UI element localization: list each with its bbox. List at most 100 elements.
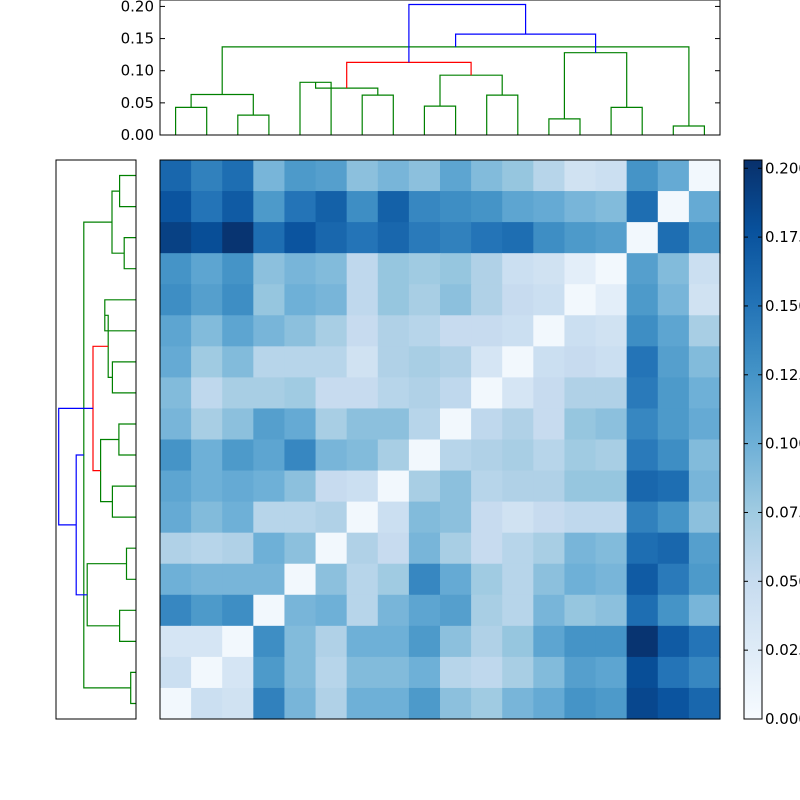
heatmap-cell	[626, 253, 659, 285]
heatmap-cell	[160, 377, 192, 410]
heatmap-cell	[346, 594, 379, 627]
heatmap-cell	[253, 532, 286, 565]
heatmap-cell	[688, 687, 721, 720]
heatmap-cell	[440, 594, 472, 627]
heatmap-cell	[160, 253, 192, 285]
heatmap-cell	[346, 439, 379, 472]
heatmap-cell	[191, 253, 223, 285]
heatmap-cell	[564, 687, 597, 720]
heatmap-cell	[533, 408, 566, 441]
heatmap-cell	[222, 284, 254, 316]
heatmap-cell	[440, 222, 472, 254]
heatmap-cell	[502, 346, 534, 378]
heatmap-cell	[533, 687, 566, 720]
heatmap-cell	[626, 532, 659, 565]
heatmap-cell	[564, 563, 597, 596]
heatmap-cell	[595, 191, 628, 223]
heatmap-cell	[471, 532, 503, 565]
heatmap-cell	[377, 439, 410, 472]
heatmap-cell	[626, 687, 659, 720]
heatmap-cell	[502, 687, 534, 720]
heatmap-cell	[626, 160, 659, 192]
heatmap-cell	[284, 563, 317, 596]
heatmap-cell	[440, 284, 472, 316]
heatmap-cell	[315, 439, 348, 472]
heatmap-cell	[657, 315, 690, 347]
heatmap-cell	[346, 222, 379, 254]
heatmap-cell	[595, 439, 628, 472]
heatmap-cell	[160, 346, 192, 378]
heatmap-cell	[408, 222, 441, 254]
heatmap-cell	[688, 439, 721, 472]
heatmap-cell	[222, 687, 254, 720]
heatmap-cell	[657, 470, 690, 503]
heatmap-cell	[377, 625, 410, 658]
heatmap-cell	[533, 160, 566, 192]
heatmap-cell	[533, 315, 566, 347]
heatmap-cell	[626, 377, 659, 410]
heatmap-cell	[502, 191, 534, 223]
colorbar-ticks: 0.000 0.025 0.050 0.075 0.100 0.125 0.150 0.175…	[744, 159, 800, 728]
heatmap-cell	[377, 408, 410, 441]
heatmap-cell	[533, 656, 566, 689]
heatmap-cell	[408, 625, 441, 658]
heatmap-cell	[688, 160, 721, 192]
heatmap-cell	[377, 377, 410, 410]
heatmap-cell	[440, 346, 472, 378]
top-ytick-label: 0.20	[121, 0, 154, 15]
heatmap-cell	[595, 532, 628, 565]
heatmap-cell	[191, 563, 223, 596]
heatmap-cell	[253, 501, 286, 534]
heatmap-cell	[471, 377, 503, 410]
heatmap	[160, 160, 721, 720]
heatmap-cell	[222, 191, 254, 223]
heatmap-cell	[315, 222, 348, 254]
heatmap-cell	[533, 501, 566, 534]
heatmap-cell	[284, 656, 317, 689]
heatmap-cell	[533, 532, 566, 565]
heatmap-cell	[346, 191, 379, 223]
heatmap-cell	[253, 346, 286, 378]
heatmap-cell	[160, 160, 192, 192]
heatmap-cell	[502, 594, 534, 627]
heatmap-cell	[626, 625, 659, 658]
heatmap-cell	[253, 284, 286, 316]
heatmap-cell	[284, 315, 317, 347]
heatmap-cell	[253, 160, 286, 192]
heatmap-cell	[657, 284, 690, 316]
heatmap-cell	[191, 625, 223, 658]
heatmap-cell	[408, 439, 441, 472]
heatmap-cell	[440, 253, 472, 285]
heatmap-cell	[315, 191, 348, 223]
heatmap-cell	[688, 315, 721, 347]
heatmap-cell	[160, 191, 192, 223]
heatmap-cell	[471, 687, 503, 720]
heatmap-cell	[471, 191, 503, 223]
heatmap-cell	[502, 408, 534, 441]
heatmap-cell	[253, 377, 286, 410]
heatmap-cell	[346, 625, 379, 658]
heatmap-cell	[440, 408, 472, 441]
heatmap-cell	[284, 253, 317, 285]
heatmap-cell	[533, 284, 566, 316]
heatmap-cell	[191, 377, 223, 410]
heatmap-cell	[346, 501, 379, 534]
heatmap-cell	[315, 160, 348, 192]
heatmap-cell	[533, 253, 566, 285]
heatmap-cell	[502, 284, 534, 316]
heatmap-cell	[471, 439, 503, 472]
heatmap-cell	[595, 346, 628, 378]
heatmap-cell	[315, 656, 348, 689]
colorbar-tick-label: 0.100	[765, 435, 800, 453]
top-dendrogram-frame	[159, 0, 721, 136]
heatmap-cell	[564, 656, 597, 689]
heatmap-cell	[595, 656, 628, 689]
heatmap-cell	[160, 222, 192, 254]
heatmap-cell	[688, 594, 721, 627]
heatmap-cell	[408, 284, 441, 316]
heatmap-cell	[595, 625, 628, 658]
heatmap-cell	[657, 160, 690, 192]
heatmap-cell	[626, 191, 659, 223]
heatmap-cell	[440, 687, 472, 720]
